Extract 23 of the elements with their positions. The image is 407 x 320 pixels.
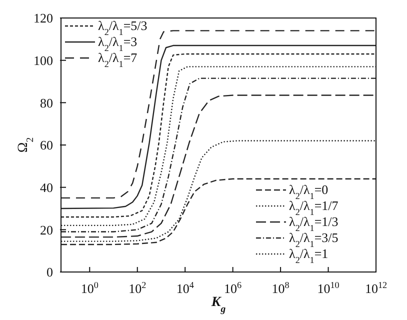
x-tick-label: 10$^{4}$ [176, 280, 194, 296]
y-tick-label: 0 [46, 264, 53, 280]
legend-label: λ$_{2}$/λ$_{1}$=1/3 [289, 214, 338, 233]
y-tick-label: 120 [34, 10, 53, 26]
x-tick-label: 10$^{8}$ [272, 280, 290, 296]
legend-label: λ$_{2}$/λ$_{1}$=0 [289, 182, 328, 201]
y-tick-label: 40 [40, 180, 53, 195]
legend-label: λ$_{2}$/λ$_{1}$=3 [98, 34, 138, 53]
y-tick-label: 80 [40, 95, 53, 110]
y-tick-label: 20 [40, 222, 53, 238]
x-tick-label: 10$^{6}$ [224, 280, 242, 296]
x-tick-label: 10$^{10}$ [317, 280, 340, 296]
legend-label: λ$_{2}$/λ$_{1}$=5/3 [98, 18, 148, 37]
legend-label: λ$_{2}$/λ$_{1}$=7 [98, 50, 138, 69]
x-tick-label: 10$^{12}$ [364, 280, 388, 296]
x-axis-title: K$_{g}$ [210, 295, 226, 314]
legend-label: λ$_{2}$/λ$_{1}$=1/7 [289, 198, 339, 217]
x-tick-label: 10$^{0}$ [80, 280, 99, 296]
x-tick-label: 10$^{2}$ [128, 280, 147, 296]
legend-label: λ$_{2}$/λ$_{1}$=1 [289, 246, 328, 265]
legend-label: λ$_{2}$/λ$_{1}$=3/5 [289, 230, 338, 249]
y-tick-label: 60 [40, 138, 53, 153]
y-tick-label: 100 [34, 52, 53, 68]
